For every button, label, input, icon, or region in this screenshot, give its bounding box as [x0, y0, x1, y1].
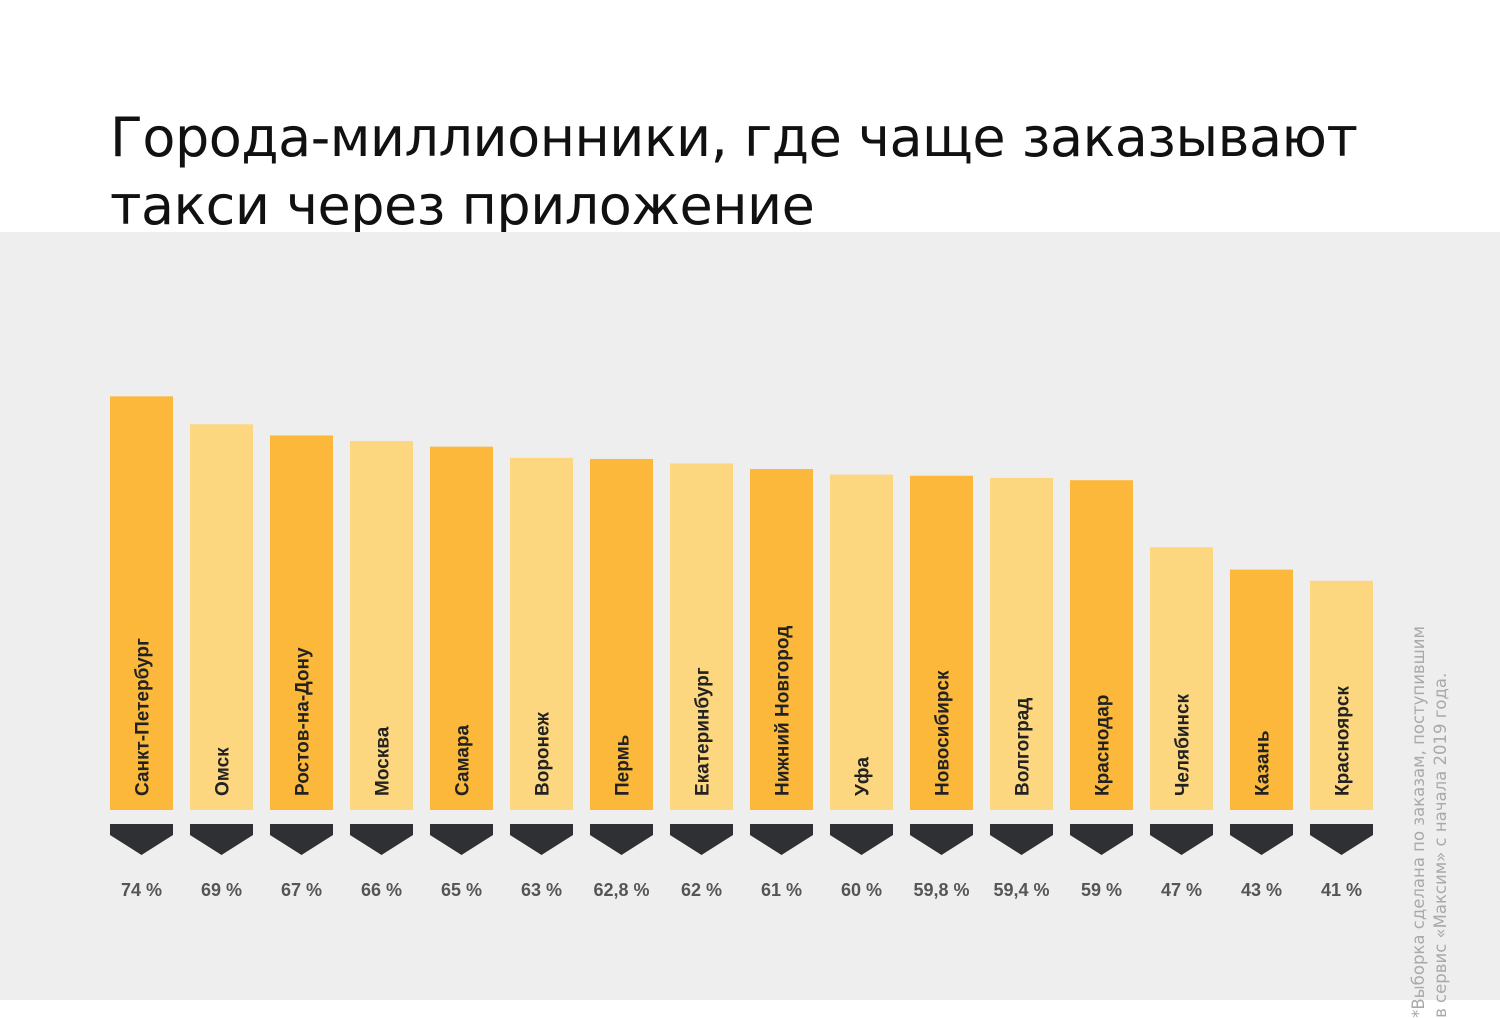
category-label-13: Челябинск [1173, 693, 1194, 796]
bar-1 [190, 424, 253, 810]
category-label-6: Пермь [613, 735, 634, 796]
marker-2 [270, 824, 333, 855]
marker-5 [510, 824, 573, 855]
header: Города-миллионники, где чаще заказывают … [0, 0, 1500, 237]
bar-chart: Санкт-Петербург 74 % Омск 69 % Ростов-на-Дон… [110, 396, 1373, 900]
title-line-1: Города-миллионники, где чаще заказывают [110, 106, 1358, 170]
category-label-11: Волгоград [1013, 698, 1034, 796]
marker-1 [190, 824, 253, 855]
value-label-6: 62,8 % [593, 880, 649, 900]
category-label-4: Самара [453, 725, 474, 796]
bar-11 [990, 477, 1053, 810]
bar-4 [430, 446, 493, 810]
marker-8 [750, 824, 813, 855]
value-label-11: 59,4 % [993, 880, 1049, 900]
bar-12 [1070, 480, 1133, 810]
category-label-1: Омск [213, 747, 234, 796]
value-label-0: 74 % [121, 880, 162, 900]
marker-9 [830, 824, 893, 855]
marker-0 [110, 824, 173, 855]
bar-5 [510, 457, 573, 810]
marker-7 [670, 824, 733, 855]
bar-6 [590, 458, 653, 810]
value-label-9: 60 % [841, 880, 882, 900]
bar-15 [1310, 580, 1373, 810]
marker-13 [1150, 824, 1213, 855]
marker-6 [590, 824, 653, 855]
value-label-8: 61 % [761, 880, 802, 900]
footnote-line-1: *Выборка сделана по заказам, поступившим [1409, 626, 1428, 1018]
category-label-8: Нижний Новгород [773, 626, 794, 796]
category-label-12: Краснодар [1093, 695, 1114, 796]
value-label-14: 43 % [1241, 880, 1282, 900]
bar-0 [110, 396, 173, 810]
value-label-3: 66 % [361, 880, 402, 900]
value-label-1: 69 % [201, 880, 242, 900]
bar-3 [350, 441, 413, 810]
page-title: Города-миллионники, где чаще заказывают … [110, 104, 1410, 240]
chart-panel: Санкт-Петербург 74 % Омск 69 % Ростов-на-Дон… [0, 232, 1500, 1018]
marker-12 [1070, 824, 1133, 855]
category-label-2: Ростов-на-Дону [293, 647, 314, 796]
category-label-15: Красноярск [1333, 686, 1354, 796]
category-label-14: Казань [1253, 730, 1274, 796]
category-label-9: Уфа [853, 757, 874, 796]
value-label-15: 41 % [1321, 880, 1362, 900]
bar-8 [750, 469, 813, 810]
category-label-0: Санкт-Петербург [133, 638, 154, 796]
category-label-10: Новосибирск [933, 670, 954, 796]
marker-3 [350, 824, 413, 855]
footnote-line-2: в сервис «Максим» с начала 2019 года. [1431, 672, 1450, 1018]
category-label-5: Воронеж [533, 712, 554, 796]
marker-15 [1310, 824, 1373, 855]
value-label-2: 67 % [281, 880, 322, 900]
marker-14 [1230, 824, 1293, 855]
marker-11 [990, 824, 1053, 855]
bar-13 [1150, 547, 1213, 810]
value-label-7: 62 % [681, 880, 722, 900]
category-label-3: Москва [373, 726, 394, 796]
bar-9 [830, 474, 893, 810]
bar-14 [1230, 569, 1293, 810]
bar-2 [270, 435, 333, 810]
bar-7 [670, 463, 733, 810]
bar-10 [910, 475, 973, 810]
value-label-5: 63 % [521, 880, 562, 900]
marker-4 [430, 824, 493, 855]
value-label-13: 47 % [1161, 880, 1202, 900]
marker-10 [910, 824, 973, 855]
title-line-2: такси через приложение [110, 174, 815, 238]
value-label-10: 59,8 % [913, 880, 969, 900]
value-label-4: 65 % [441, 880, 482, 900]
category-label-7: Екатеринбург [693, 667, 714, 796]
value-label-12: 59 % [1081, 880, 1122, 900]
